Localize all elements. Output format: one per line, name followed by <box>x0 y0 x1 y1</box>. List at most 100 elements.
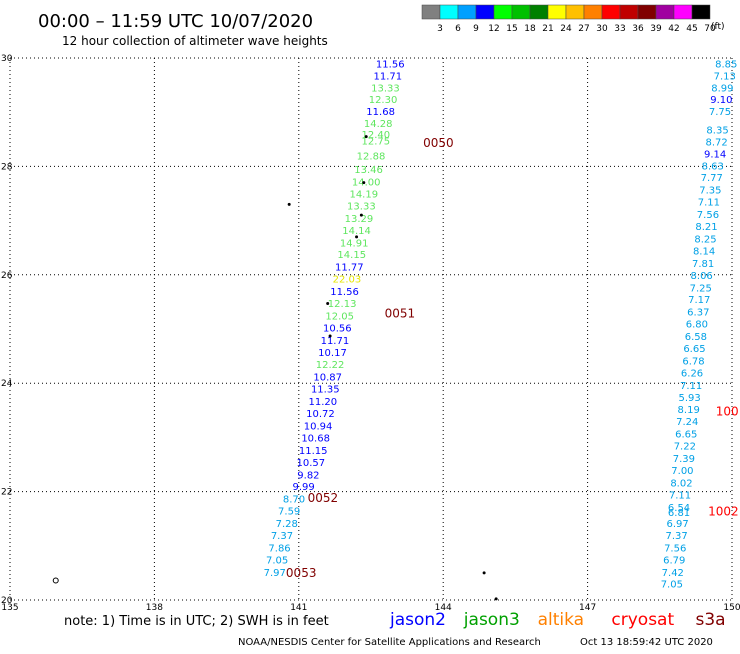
point-marker <box>355 235 359 239</box>
data-point-label: 6.65 <box>675 430 697 441</box>
point-marker <box>494 597 498 601</box>
data-point-label: 12.40 <box>361 130 390 141</box>
data-point-label: 8.19 <box>678 405 700 416</box>
data-point-label: 7.24 <box>676 417 698 428</box>
colorbar-tick: 33 <box>614 24 625 34</box>
data-point-label: 6.26 <box>681 368 703 379</box>
data-point-label: 7.56 <box>664 543 686 554</box>
colorbar-swatch <box>601 4 621 20</box>
data-point-label: 6.54 <box>668 503 690 514</box>
data-point-label: 7.37 <box>271 531 293 542</box>
data-point-label: 7.25 <box>690 283 712 294</box>
colorbar-swatch <box>619 4 639 20</box>
point-marker <box>362 181 366 185</box>
data-point-label: 14.00 <box>352 178 381 189</box>
data-point-label: 7.35 <box>699 186 721 197</box>
colorbar-swatch <box>565 4 585 20</box>
satellite-legend: jason2 jason3 altika cryosat s3a <box>389 610 726 630</box>
data-point-label: 6.80 <box>686 320 708 331</box>
data-point-label: 14.15 <box>337 250 366 261</box>
colorbar-tick: 3 <box>437 24 443 34</box>
data-point-label: 12.22 <box>316 360 345 371</box>
data-point-label: 6.78 <box>682 356 704 367</box>
data-point-label: 10.57 <box>297 458 326 469</box>
time-annotation: 0050 <box>423 136 454 150</box>
data-point-label: 8.35 <box>706 126 728 137</box>
data-point-label: 13.33 <box>371 83 400 94</box>
data-point-label: 8.70 <box>283 495 305 506</box>
data-point-label: 7.81 <box>692 259 714 270</box>
point-marker <box>359 213 363 217</box>
x-tick-label: 138 <box>146 603 163 613</box>
y-tick-label: 24 <box>1 379 13 389</box>
data-point-label: 11.71 <box>321 336 350 347</box>
data-point-label: 8.02 <box>670 478 692 489</box>
data-point-label: 7.11 <box>680 381 702 392</box>
point-marker <box>328 334 332 338</box>
data-point-label: 11.20 <box>309 397 338 408</box>
time-annotation: 0053 <box>286 566 317 580</box>
colorbar-tick: 27 <box>578 24 589 34</box>
data-point-label: 10.72 <box>306 409 335 420</box>
colorbar-swatch <box>511 4 531 20</box>
colorbar: 3 6 9 12 15 18 21 24 27 30 33 36 39 42 45 70 <box>421 4 716 34</box>
data-point-label: 13.46 <box>354 165 383 176</box>
colorbar-swatch <box>547 4 567 20</box>
data-point-label: 11.68 <box>366 107 395 118</box>
axis-ticks: 135 138 141 144 147 150 20 22 24 26 28 30 <box>1 54 740 613</box>
colorbar-swatch <box>637 4 657 20</box>
data-point-label: 8.99 <box>711 83 733 94</box>
colorbar-swatch <box>457 4 477 20</box>
colorbar-tick: 42 <box>668 24 679 34</box>
footer-credit: NOAA/NESDIS Center for Satellite Applica… <box>238 637 541 648</box>
time-annotation: 100 <box>716 404 739 418</box>
colorbar-swatch <box>475 4 495 20</box>
data-point-label: 6.79 <box>663 555 685 566</box>
plot-marks: 11.5611.7113.3312.3011.6814.2812.4012.75… <box>52 59 739 601</box>
colorbar-swatch <box>493 4 513 20</box>
colorbar-tick: 30 <box>596 24 608 34</box>
data-point-label: 10.87 <box>313 373 342 384</box>
time-annotation: 1002 <box>708 505 739 519</box>
colorbar-tick: 39 <box>650 24 662 34</box>
colorbar-swatch <box>583 4 603 20</box>
data-point-label: 11.56 <box>330 287 359 298</box>
data-point-label: 12.05 <box>325 311 354 322</box>
data-point-label: 14.91 <box>340 238 369 249</box>
data-point-label: 7.22 <box>674 442 696 453</box>
y-tick-label: 26 <box>1 271 13 281</box>
colorbar-swatch <box>655 4 675 20</box>
colorbar-swatch <box>421 4 441 20</box>
data-point-label: 8.06 <box>691 271 713 282</box>
data-point-label: 8.72 <box>705 137 727 148</box>
data-point-label: 6.65 <box>683 344 705 355</box>
point-marker <box>364 135 368 139</box>
data-point-label: 10.56 <box>323 323 352 334</box>
data-point-label: 6.37 <box>687 308 709 319</box>
colorbar-tick: 18 <box>524 24 536 34</box>
data-point-label: 8.14 <box>693 246 715 257</box>
chart-title: 00:00 – 11:59 UTC 10/07/2020 <box>38 11 313 32</box>
legend-s3a: s3a <box>696 610 726 630</box>
colorbar-tick: 45 <box>686 24 697 34</box>
data-point-label: 7.05 <box>266 555 288 566</box>
data-point-label: 7.17 <box>688 295 710 306</box>
colorbar-tick: 36 <box>632 24 644 34</box>
x-tick-label: 135 <box>1 603 18 613</box>
colorbar-tick: 24 <box>560 24 572 34</box>
data-point-label: 7.11 <box>698 198 720 209</box>
data-point-label: 8.85 <box>715 59 737 70</box>
data-point-label: 10.94 <box>304 421 333 432</box>
data-point-label: 6.58 <box>685 332 707 343</box>
data-point-label: 7.28 <box>276 519 298 530</box>
data-point-label: 22.03 <box>333 275 362 286</box>
data-point-label: 7.42 <box>662 568 684 579</box>
point-marker <box>287 202 291 206</box>
colorbar-tick: 6 <box>455 24 461 34</box>
data-point-label: 6.97 <box>666 519 688 530</box>
data-point-label: 7.11 <box>669 490 691 501</box>
colorbar-tick: 70 <box>704 24 716 34</box>
data-point-label: 12.88 <box>357 152 386 163</box>
data-point-label: 7.05 <box>661 580 683 591</box>
colorbar-unit: (ft) <box>711 22 725 32</box>
